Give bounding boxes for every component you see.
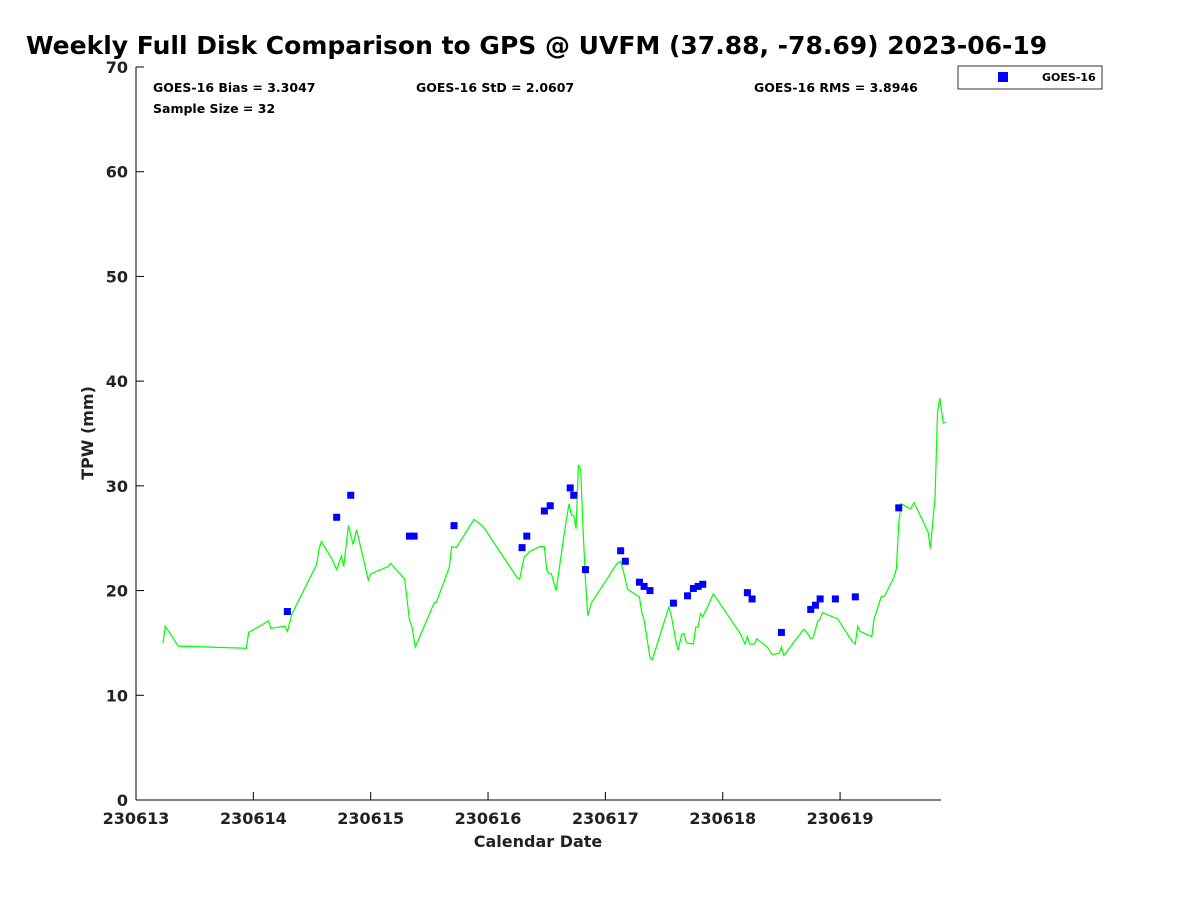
goes16-point xyxy=(540,507,548,515)
goes16-point xyxy=(581,566,589,574)
goes16-point xyxy=(646,587,654,595)
goes16-point xyxy=(635,578,643,586)
goes16-point xyxy=(694,582,702,590)
goes16-point xyxy=(689,584,697,592)
y-tick-label: 70 xyxy=(106,58,128,77)
x-tick-label: 230616 xyxy=(455,809,522,828)
plot-frame xyxy=(135,67,941,801)
goes16-point xyxy=(895,504,903,512)
x-tick-label: 230613 xyxy=(103,809,170,828)
y-tick-label: 0 xyxy=(117,791,128,810)
y-tick-label: 50 xyxy=(106,267,128,286)
sample-size-stat: Sample Size = 32 xyxy=(153,101,275,116)
x-tick-label: 230619 xyxy=(807,809,874,828)
y-tick-label: 60 xyxy=(106,163,128,182)
goes16-point xyxy=(816,595,824,603)
goes16-point xyxy=(546,502,554,510)
goes16-point xyxy=(566,484,574,492)
y-tick-label: 40 xyxy=(106,372,128,391)
y-tick-label: 10 xyxy=(106,686,128,705)
goes16-point xyxy=(333,513,341,521)
goes16-point xyxy=(669,599,677,607)
gps-line xyxy=(162,397,946,661)
goes16-point xyxy=(640,582,648,590)
goes16-point xyxy=(851,593,859,601)
goes16-point xyxy=(283,608,291,616)
x-tick-label: 230614 xyxy=(220,809,287,828)
y-axis-label: TPW (mm) xyxy=(78,386,97,480)
goes16-point xyxy=(743,589,751,597)
goes16-point xyxy=(347,491,355,499)
goes16-point xyxy=(570,491,578,499)
goes16-point xyxy=(807,605,815,613)
x-axis-label: Calendar Date xyxy=(474,832,603,851)
x-tick-label: 230617 xyxy=(572,809,639,828)
goes16-point xyxy=(617,547,625,555)
std-stat: GOES-16 StD = 2.0607 xyxy=(416,80,574,95)
goes16-point xyxy=(410,532,418,540)
y-axis-ticks: 0 10 20 30 40 50 60 70 xyxy=(106,58,144,810)
goes16-point xyxy=(450,522,458,530)
goes16-point xyxy=(621,557,629,565)
goes16-point xyxy=(748,595,756,603)
goes16-point xyxy=(523,532,531,540)
x-tick-label: 230618 xyxy=(689,809,756,828)
legend-box xyxy=(957,65,1103,90)
goes16-point xyxy=(777,628,785,636)
plot-content xyxy=(162,397,946,661)
legend: GOES-16 xyxy=(957,65,1103,90)
rms-stat: GOES-16 RMS = 3.8946 xyxy=(754,80,918,95)
goes16-point xyxy=(518,544,526,552)
x-axis-ticks: 230613 230614 230615 230616 230617 230618 2306… xyxy=(103,792,874,828)
goes16-point xyxy=(684,592,692,600)
y-tick-label: 30 xyxy=(106,477,128,496)
x-tick-label: 230615 xyxy=(337,809,404,828)
goes16-point xyxy=(811,601,819,609)
goes16-point xyxy=(699,580,707,588)
legend-label-goes16: GOES-16 xyxy=(1042,71,1096,84)
goes16-point xyxy=(405,532,413,540)
y-tick-label: 20 xyxy=(106,582,128,601)
chart-title: Weekly Full Disk Comparison to GPS @ UVF… xyxy=(26,31,1047,60)
legend-marker-goes16 xyxy=(998,72,1008,82)
bias-stat: GOES-16 Bias = 3.3047 xyxy=(153,80,315,95)
goes16-point xyxy=(831,595,839,603)
